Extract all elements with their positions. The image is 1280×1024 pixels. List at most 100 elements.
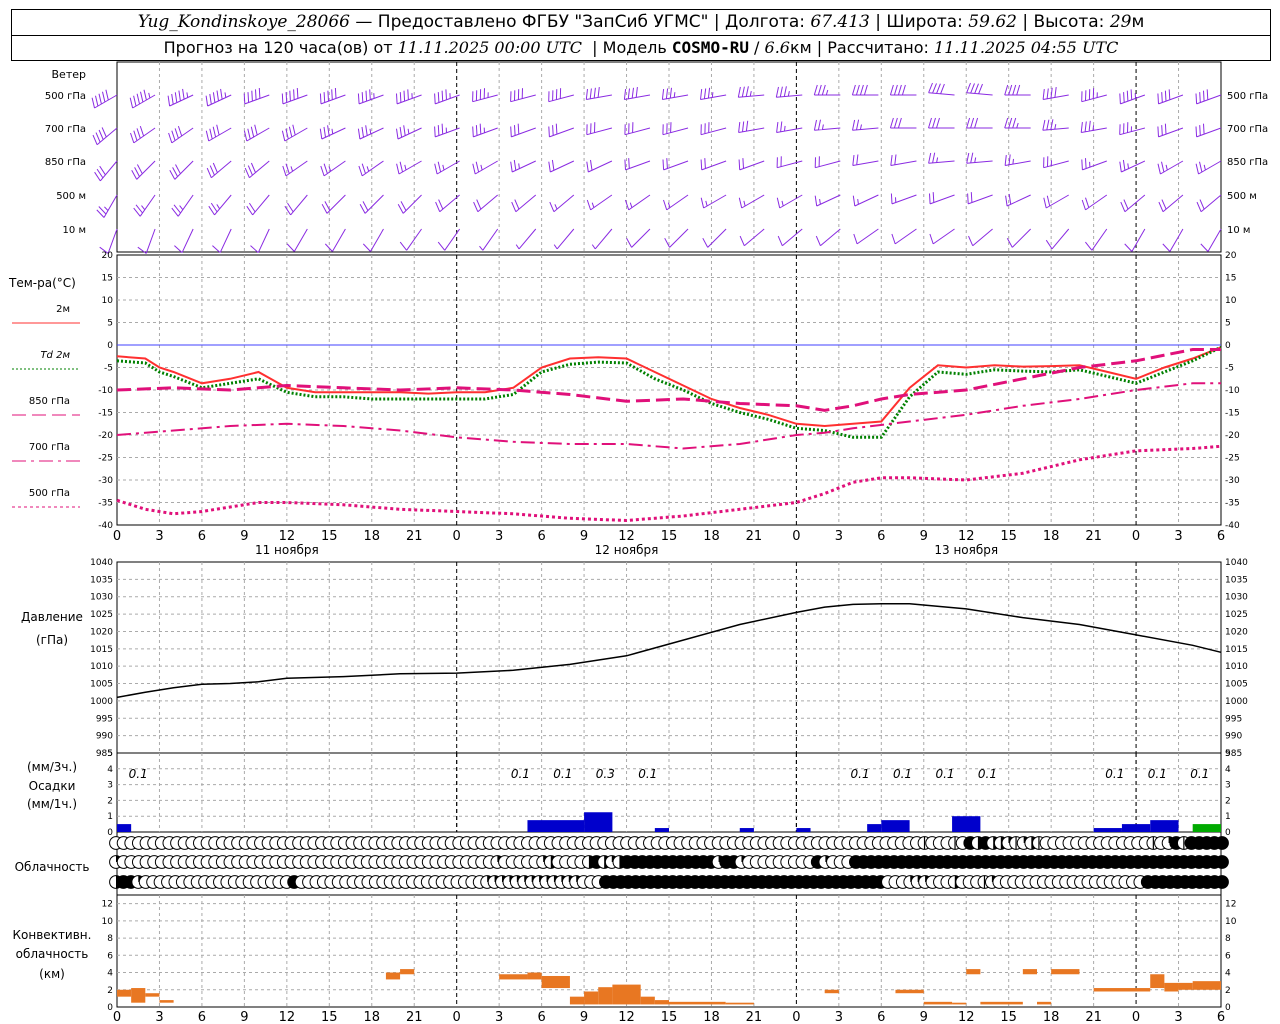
- temp-title: Тем-ра(°С): [8, 276, 76, 290]
- wind-barb: [168, 125, 194, 144]
- station-title-bar: Yug_Kondinskoye_28066 — Предоставлено ФГ…: [11, 9, 1271, 36]
- convective-bar: [117, 989, 132, 997]
- wind-barb: [206, 160, 232, 179]
- pressure-title: Давление: [21, 610, 83, 624]
- wind-barb: [510, 159, 536, 173]
- wind-barb: [1195, 160, 1222, 175]
- wind-barb: [205, 124, 232, 142]
- wind-barb: [437, 228, 461, 251]
- wind-barb: [137, 228, 156, 254]
- hour-tick-label: 0: [113, 529, 121, 544]
- wind-barb: [205, 88, 232, 107]
- temp-tick-left: -40: [98, 521, 113, 531]
- alt-value: 29: [1109, 12, 1132, 32]
- hour-tick-label: 21: [406, 529, 423, 544]
- wind-barb: [510, 123, 536, 138]
- conv-tick-left: 10: [102, 917, 114, 927]
- wind-barb: [591, 228, 613, 250]
- wind-barb-row: [96, 192, 1222, 218]
- wind-barb: [1196, 194, 1222, 213]
- wind-barb: [243, 124, 270, 142]
- temp-tick-right: -20: [1225, 431, 1240, 441]
- hour-tick-label: 15: [661, 529, 678, 544]
- hour-tick-label-bottom: 3: [1174, 1010, 1182, 1024]
- wind-barb: [1042, 87, 1069, 100]
- wind-barb: [813, 119, 841, 131]
- conv-tick-right: 12: [1225, 900, 1236, 910]
- wind-barb: [852, 154, 879, 166]
- wind-barb: [96, 194, 118, 218]
- resolution-unit: км: [789, 38, 812, 57]
- temp-series-line: [116, 444, 1222, 523]
- temp-tick-left: 10: [102, 296, 114, 306]
- hour-tick-label: 18: [1043, 529, 1060, 544]
- temp-tick-right: -30: [1225, 476, 1240, 486]
- precip-tick-left: 2: [107, 796, 113, 806]
- wind-barb: [553, 228, 575, 250]
- hour-tick-label-bottom: 18: [363, 1010, 380, 1024]
- wind-barb: [776, 194, 803, 209]
- hour-tick-label-bottom: 0: [453, 1010, 461, 1024]
- alt-label: Высота:: [1033, 12, 1105, 32]
- precip-tick-left: 0: [107, 828, 113, 838]
- wind-barb: [700, 122, 727, 136]
- cloud-circle: [1215, 836, 1229, 850]
- wind-barb: [1195, 123, 1222, 138]
- wind-barb: [435, 194, 460, 213]
- pressure-tick-left: 1040: [90, 558, 113, 568]
- precip-bar: [117, 824, 132, 832]
- pressure-tick-right: 1020: [1225, 627, 1248, 637]
- hour-tick-label-bottom: 21: [746, 1010, 763, 1024]
- wind-barb: [928, 117, 955, 129]
- precip-bar: [527, 820, 585, 832]
- wind-barb: [852, 119, 879, 131]
- wind-barb: [586, 122, 613, 136]
- wind-level-label: 850 гПа: [45, 157, 86, 168]
- hour-tick-label-bottom: 15: [661, 1010, 678, 1024]
- wind-level-label: 700 гПа: [45, 124, 86, 135]
- hour-tick-label: 12: [618, 529, 635, 544]
- wind-barb: [479, 228, 499, 251]
- model-resolution: 6.6: [764, 38, 790, 57]
- forecast-info-bar: Прогноз на 120 часа(ов) от 11.11.2025 00…: [11, 35, 1271, 61]
- day-label: 13 ноября: [934, 543, 998, 557]
- conv-tick-left: 12: [102, 900, 113, 910]
- precip-3h-label: 0.1: [978, 767, 997, 781]
- convective-bar: [385, 972, 401, 980]
- conv-tick-left: 6: [107, 951, 113, 961]
- wind-barb: [133, 194, 156, 217]
- wind-barb: [585, 87, 612, 100]
- hour-tick-label-bottom: 15: [1000, 1010, 1017, 1024]
- hour-tick-label: 6: [198, 529, 206, 544]
- pressure-tick-right: 990: [1225, 732, 1242, 742]
- temp-legend-label: Td 2м: [40, 350, 70, 361]
- wind-barb: [434, 160, 460, 175]
- wind-barb: [1119, 159, 1146, 173]
- precip-tick-right: 3: [1225, 781, 1231, 791]
- wind-barb: [515, 228, 537, 250]
- wind-barb: [623, 87, 651, 100]
- wind-barb: [357, 89, 384, 105]
- precipitation-panel: 0.1 0.1 0.1 0.3 0.1 0.1 0.1 0.1 0.1 0.1 0.1 0.1: [117, 767, 1221, 832]
- wind-barb: [472, 123, 498, 138]
- wind-barb: [129, 89, 156, 109]
- precip-3h-label: 0.1: [893, 767, 912, 781]
- precip-bar: [796, 828, 811, 832]
- temp-series-line: [116, 346, 1222, 428]
- wind-barb: [739, 228, 765, 247]
- hour-tick-label: 21: [746, 529, 763, 544]
- wind-barb: [94, 160, 118, 182]
- hour-tick-label: 15: [321, 529, 338, 544]
- precip-bar: [654, 828, 669, 832]
- station-name: Yug_Kondinskoye_28066: [137, 12, 350, 32]
- wind-barb: [250, 228, 270, 253]
- day-label: 11 ноября: [255, 543, 319, 557]
- temp-tick-right: 0: [1225, 341, 1231, 351]
- pressure-tick-right: 1025: [1225, 610, 1248, 620]
- temp-tick-right: 5: [1225, 319, 1231, 329]
- wind-barb: [624, 158, 651, 171]
- wind-barb: [212, 228, 232, 253]
- wind-barb: [171, 194, 194, 217]
- pressure-tick-left: 1020: [90, 627, 113, 637]
- hour-tick-label: 3: [495, 529, 503, 544]
